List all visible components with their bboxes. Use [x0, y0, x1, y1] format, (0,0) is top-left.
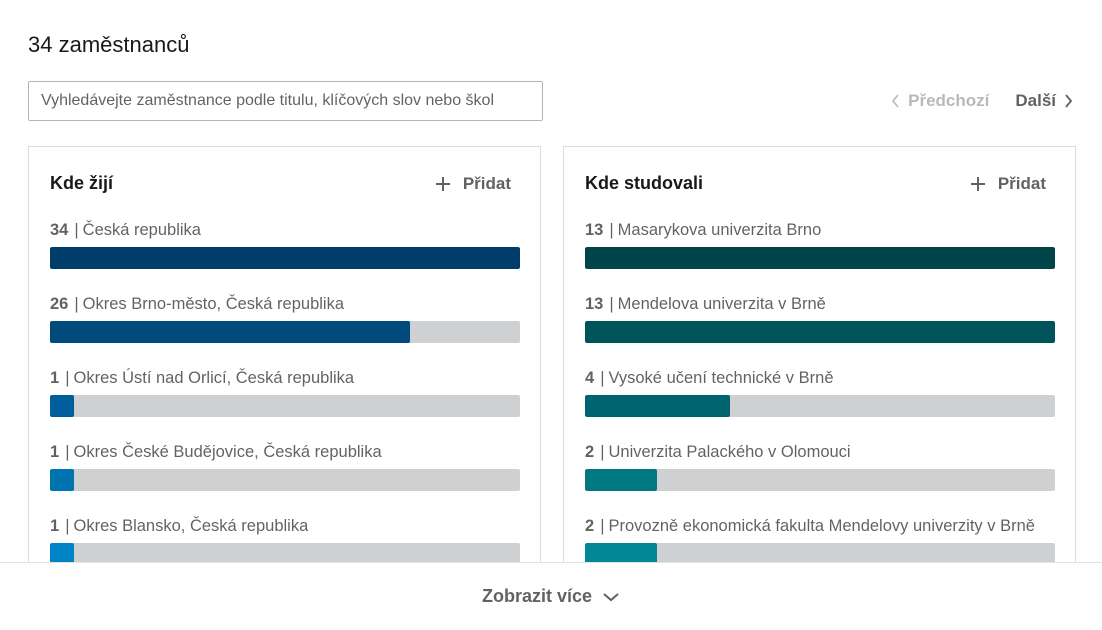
card-where-they-studied: Kde studovali Přidat 13 | Masarykova unive…	[563, 146, 1076, 576]
bar-fill	[585, 321, 1055, 343]
bar-fill	[50, 543, 74, 565]
list-item[interactable]: 2 | Univerzita Palackého v Olomouci	[585, 441, 1055, 515]
list-item-label: 34 | Česká republika	[50, 219, 520, 241]
bar-track	[585, 469, 1055, 491]
bar-fill	[585, 395, 730, 417]
count: 13	[585, 221, 604, 239]
bar-track	[585, 247, 1055, 269]
bar-fill	[50, 395, 74, 417]
bar-fill	[585, 469, 658, 491]
list-item-label: 1 | Okres České Budějovice, Česká republik…	[50, 441, 520, 463]
separator: |	[65, 369, 70, 387]
item-name: Okres Blansko, Česká republika	[73, 517, 309, 535]
count: 1	[50, 369, 60, 387]
list-item[interactable]: 34 | Česká republika	[50, 219, 520, 293]
separator: |	[609, 221, 614, 239]
bar-fill	[50, 247, 520, 269]
list-item[interactable]: 1 | Okres Ústí nad Orlicí, Česká republika	[50, 367, 520, 441]
list-item[interactable]: 2 | Provozně ekonomická fakulta Mendelovy …	[585, 515, 1055, 589]
list-item-label: 2 | Provozně ekonomická fakulta Mendelovy …	[585, 515, 1055, 537]
count: 34	[50, 221, 69, 239]
previous-button[interactable]: Předchozí	[890, 91, 989, 111]
add-location-button[interactable]: Přidat	[435, 174, 511, 194]
separator: |	[65, 443, 70, 461]
list-item-label: 4 | Vysoké učení technické v Brně	[585, 367, 1055, 389]
plus-icon	[435, 176, 450, 191]
separator: |	[609, 295, 614, 313]
list-item[interactable]: 1 | Okres Blansko, Česká republika	[50, 515, 520, 589]
count: 13	[585, 295, 604, 313]
bar-fill	[585, 543, 658, 565]
item-name: Provozně ekonomická fakulta Mendelovy un…	[608, 517, 1035, 535]
location-list: 34 | Česká republika 26 | Okres Brno-město, Č…	[50, 219, 520, 589]
plus-icon	[970, 176, 985, 191]
count: 1	[50, 443, 60, 461]
item-name: Okres Ústí nad Orlicí, Česká republika	[73, 369, 355, 387]
count: 1	[50, 517, 60, 535]
list-item[interactable]: 1 | Okres České Budějovice, Česká republik…	[50, 441, 520, 515]
bar-track	[50, 469, 520, 491]
list-item[interactable]: 26 | Okres Brno-město, Česká republika	[50, 293, 520, 367]
add-school-button[interactable]: Přidat	[970, 174, 1046, 194]
item-name: Okres České Budějovice, Česká republika	[73, 443, 382, 461]
list-item-label: 1 | Okres Ústí nad Orlicí, Česká republika	[50, 367, 520, 389]
bar-track	[50, 321, 520, 343]
item-name: Česká republika	[82, 221, 201, 239]
count: 2	[585, 517, 595, 535]
page-title: 34 zaměstnanců	[28, 32, 190, 57]
list-item-label: 2 | Univerzita Palackého v Olomouci	[585, 441, 1055, 463]
list-item-label: 26 | Okres Brno-město, Česká republika	[50, 293, 520, 315]
bar-track	[50, 247, 520, 269]
next-button[interactable]: Další	[1015, 91, 1074, 111]
add-label: Přidat	[462, 173, 511, 193]
list-item-label: 1 | Okres Blansko, Česká republika	[50, 515, 520, 537]
list-item[interactable]: 13 | Masarykova univerzita Brno	[585, 219, 1055, 293]
pagination: Předchozí Další	[890, 91, 1074, 111]
list-item-label: 13 | Mendelova univerzita v Brně	[585, 293, 1055, 315]
item-name: Masarykova univerzita Brno	[617, 221, 822, 239]
list-item[interactable]: 13 | Mendelova univerzita v Brně	[585, 293, 1055, 367]
chevron-down-icon	[603, 592, 619, 601]
bar-track	[585, 395, 1055, 417]
count: 2	[585, 443, 595, 461]
previous-label: Předchozí	[908, 91, 990, 110]
card-title: Kde žijí	[50, 173, 114, 193]
list-item-label: 13 | Masarykova univerzita Brno	[585, 219, 1055, 241]
show-more-button[interactable]: Zobrazit více	[482, 586, 620, 607]
separator: |	[600, 443, 605, 461]
separator: |	[600, 369, 605, 387]
chevron-left-icon	[892, 94, 899, 108]
add-label: Přidat	[997, 173, 1046, 193]
next-label: Další	[1015, 91, 1056, 110]
count: 4	[585, 369, 595, 387]
bar-fill	[50, 321, 410, 343]
bar-fill	[50, 469, 74, 491]
item-name: Vysoké učení technické v Brně	[608, 369, 834, 387]
bar-fill	[585, 247, 1055, 269]
card-title: Kde studovali	[585, 173, 704, 193]
separator: |	[65, 517, 70, 535]
bar-track	[585, 543, 1055, 565]
separator: |	[74, 295, 79, 313]
school-list: 13 | Masarykova univerzita Brno 13 | Mendelov…	[585, 219, 1055, 589]
list-item[interactable]: 4 | Vysoké učení technické v Brně	[585, 367, 1055, 441]
item-name: Okres Brno-město, Česká republika	[82, 295, 345, 313]
separator: |	[600, 517, 605, 535]
bar-track	[50, 543, 520, 565]
footer-bar: Zobrazit více	[0, 562, 1102, 630]
count: 26	[50, 295, 69, 313]
bar-track	[585, 321, 1055, 343]
show-more-label: Zobrazit více	[481, 586, 593, 606]
bar-track	[50, 395, 520, 417]
chevron-right-icon	[1065, 94, 1073, 108]
item-name: Univerzita Palackého v Olomouci	[608, 443, 851, 461]
separator: |	[74, 221, 79, 239]
card-where-they-live: Kde žijí Přidat 34 | Česká republika 26 | Okr…	[28, 146, 541, 576]
employee-search-input[interactable]	[28, 81, 543, 121]
item-name: Mendelova univerzita v Brně	[617, 295, 826, 313]
